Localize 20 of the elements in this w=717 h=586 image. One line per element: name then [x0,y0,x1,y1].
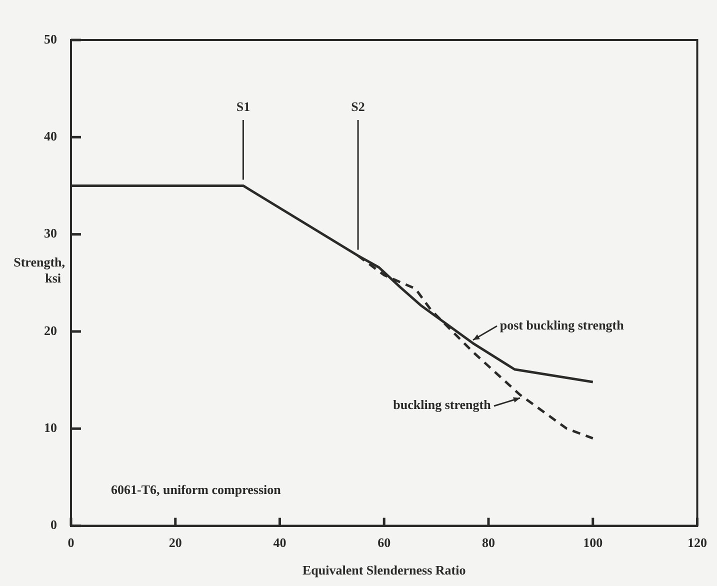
y-tick-label: 0 [50,517,57,532]
y-tick-label: 40 [44,128,57,144]
ref-line-label: S2 [351,98,365,114]
x-axis-title: Equivalent Slenderness Ratio [302,562,466,578]
x-tick-label: 100 [583,534,603,550]
x-tick-label: 0 [68,534,74,550]
x-tick-label: 60 [378,534,391,550]
x-tick-label: 80 [482,534,495,550]
ref-line-label: S1 [236,98,250,114]
x-tick-label: 40 [273,534,286,550]
annotation: post buckling strength [500,318,625,332]
y-tick-label: 20 [44,322,57,338]
y-tick-label: 50 [44,31,57,46]
annotation: 6061-T6, uniform compression [111,482,282,498]
y-axis-title: Strength, ksi [14,254,65,286]
y-tick-label: 10 [44,420,57,435]
annotation: buckling strength [393,396,492,412]
y-tick-label: 30 [44,226,57,241]
x-tick-label: 120 [688,534,707,550]
x-tick-label: 20 [168,534,182,550]
